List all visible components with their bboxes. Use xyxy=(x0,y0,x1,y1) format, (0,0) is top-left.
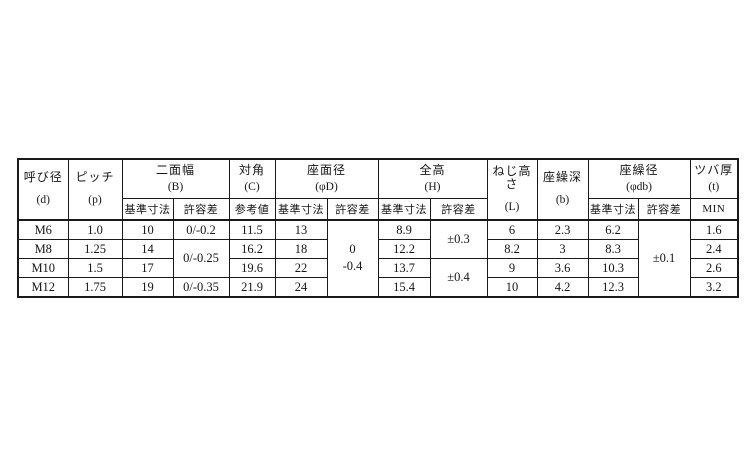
subheader-d-basic: 基準寸法 xyxy=(274,198,328,221)
header-overall-height-symbol: (H) xyxy=(424,180,441,193)
cell-t-min: 2.4 xyxy=(689,239,739,259)
cell-b-tolerance: 0/-0.2 xyxy=(172,219,230,240)
subheader-b-tolerance: 許容差 xyxy=(172,198,230,221)
table-row-m6: M6 1.0 10 0/-0.2 11.5 13 0 -0.4 8.9 ±0.3… xyxy=(17,219,739,298)
subheader-d-tolerance: 許容差 xyxy=(326,198,379,221)
header-bearing-diameter-label: 座面径 xyxy=(307,162,347,177)
cell-d-tolerance-line2: -0.4 xyxy=(342,259,363,273)
subheader-db-tolerance: 許容差 xyxy=(637,198,691,221)
cell-thread-height: 6 xyxy=(486,219,538,240)
cell-h-basic: 12.2 xyxy=(377,239,431,259)
cell-counterbore-depth: 4.2 xyxy=(536,277,589,298)
cell-h-tolerance-upper: ±0.3 xyxy=(429,219,488,259)
cell-pitch: 1.75 xyxy=(67,277,123,298)
header-overall-height-label: 全高 xyxy=(419,162,446,177)
header-pitch-label: ピッチ xyxy=(75,170,115,185)
cell-b-basic: 19 xyxy=(121,277,174,298)
cell-d-basic: 22 xyxy=(274,258,328,278)
cell-counterbore-depth: 3 xyxy=(536,239,589,259)
cell-thread-height: 9 xyxy=(486,258,538,278)
cell-c-reference: 19.6 xyxy=(228,258,276,278)
cell-thread-height: 10 xyxy=(486,277,538,298)
cell-pitch: 1.25 xyxy=(67,239,123,259)
subheader-b-basic: 基準寸法 xyxy=(121,198,174,221)
cell-counterbore-depth: 3.6 xyxy=(536,258,589,278)
cell-size: M6 xyxy=(17,219,69,240)
header-diagonal-label: 対角 xyxy=(239,162,266,177)
header-bearing-diameter: 座面径 (φD) xyxy=(274,158,379,199)
subheader-h-tolerance: 許容差 xyxy=(429,198,488,221)
cell-db-basic: 12.3 xyxy=(587,277,639,298)
cell-db-tolerance-merged: ±0.1 xyxy=(637,219,691,298)
cell-h-basic: 15.4 xyxy=(377,277,431,298)
cell-size: M12 xyxy=(17,277,69,298)
cell-t-min: 1.6 xyxy=(689,219,739,240)
header-overall-height: 全高 (H) xyxy=(377,158,488,199)
cell-size: M8 xyxy=(17,239,69,259)
cell-d-basic: 24 xyxy=(274,277,328,298)
header-width-across-flats-symbol: (B) xyxy=(167,180,184,193)
cell-b-basic: 17 xyxy=(121,258,174,278)
header-width-across-flats-label: 二面幅 xyxy=(156,162,196,177)
cell-size: M10 xyxy=(17,258,69,278)
header-flange-thickness: ツバ厚 (t) xyxy=(689,158,739,199)
cell-counterbore-depth: 2.3 xyxy=(536,219,589,240)
table-row-m12: M12 1.75 19 0/-0.35 21.9 24 15.4 10 4.2 … xyxy=(17,277,739,298)
header-group-row: 呼び径 (d) ピッチ (p) 二面幅 (B) 対角 (C) xyxy=(17,158,739,221)
subheader-h-basic: 基準寸法 xyxy=(377,198,431,221)
header-width-across-flats: 二面幅 (B) xyxy=(121,158,230,199)
cell-thread-height: 8.2 xyxy=(486,239,538,259)
header-flange-thickness-label: ツバ厚 xyxy=(694,162,734,177)
header-bearing-diameter-symbol: (φD) xyxy=(315,180,338,193)
cell-d-basic: 18 xyxy=(274,239,328,259)
header-counterbore-diameter-symbol: (φdb) xyxy=(626,180,652,193)
cell-b-basic: 14 xyxy=(121,239,174,259)
cell-db-basic: 10.3 xyxy=(587,258,639,278)
header-counterbore-diameter-label: 座繰径 xyxy=(619,162,659,177)
subheader-c-reference: 参考値 xyxy=(228,198,276,221)
cell-db-basic: 6.2 xyxy=(587,219,639,240)
header-counterbore-depth-label: 座繰深 xyxy=(543,170,583,185)
subheader-db-basic: 基準寸法 xyxy=(587,198,639,221)
cell-b-tolerance: 0/-0.35 xyxy=(172,277,230,298)
header-flange-thickness-symbol: (t) xyxy=(708,180,720,193)
header-diagonal-symbol: (C) xyxy=(244,180,260,193)
cell-db-basic: 8.3 xyxy=(587,239,639,259)
header-thread-height: ねじ高さ (L) xyxy=(486,158,538,221)
header-counterbore-depth-symbol: (b) xyxy=(555,194,570,207)
cell-d-basic: 13 xyxy=(274,219,328,240)
cell-b-basic: 10 xyxy=(121,219,174,240)
header-nominal-diameter-symbol: (d) xyxy=(36,194,50,207)
subheader-t-min: MIN xyxy=(689,198,739,221)
table-row-m10: M10 1.5 17 19.6 22 13.7 ±0.4 9 3.6 10.3 … xyxy=(17,258,739,298)
header-pitch: ピッチ (p) xyxy=(67,158,123,221)
table-row-m8: M8 1.25 14 0/-0.25 16.2 18 12.2 8.2 3 8.… xyxy=(17,239,739,278)
cell-h-tolerance-lower: ±0.4 xyxy=(429,258,488,298)
cell-d-tolerance-line1: 0 xyxy=(349,242,356,257)
cell-pitch: 1.0 xyxy=(67,219,123,240)
cell-h-basic: 8.9 xyxy=(377,219,431,240)
cell-h-basic: 13.7 xyxy=(377,258,431,278)
header-pitch-symbol: (p) xyxy=(88,194,102,207)
cell-c-reference: 16.2 xyxy=(228,239,276,259)
cell-b-tolerance-merged: 0/-0.25 xyxy=(172,239,230,278)
cell-pitch: 1.5 xyxy=(67,258,123,278)
header-diagonal: 対角 (C) xyxy=(228,158,276,199)
cell-t-min: 2.6 xyxy=(689,258,739,278)
cell-d-tolerance-merged: 0 -0.4 xyxy=(326,219,379,298)
header-thread-height-symbol: (L) xyxy=(504,201,520,214)
header-nominal-diameter-label: 呼び径 xyxy=(23,170,63,185)
cell-c-reference: 21.9 xyxy=(228,277,276,298)
header-counterbore-depth: 座繰深 (b) xyxy=(536,158,589,221)
cell-t-min: 3.2 xyxy=(689,277,739,298)
spec-table: 呼び径 (d) ピッチ (p) 二面幅 (B) 対角 (C) xyxy=(17,158,740,298)
header-nominal-diameter: 呼び径 (d) xyxy=(17,158,69,221)
header-thread-height-label: ねじ高さ xyxy=(492,163,532,192)
header-counterbore-diameter: 座繰径 (φdb) xyxy=(587,158,691,199)
cell-c-reference: 11.5 xyxy=(228,219,276,240)
header-sub-row: 基準寸法 許容差 参考値 基準寸法 許容差 基準寸法 許容差 基準寸法 許容差 … xyxy=(18,198,739,221)
